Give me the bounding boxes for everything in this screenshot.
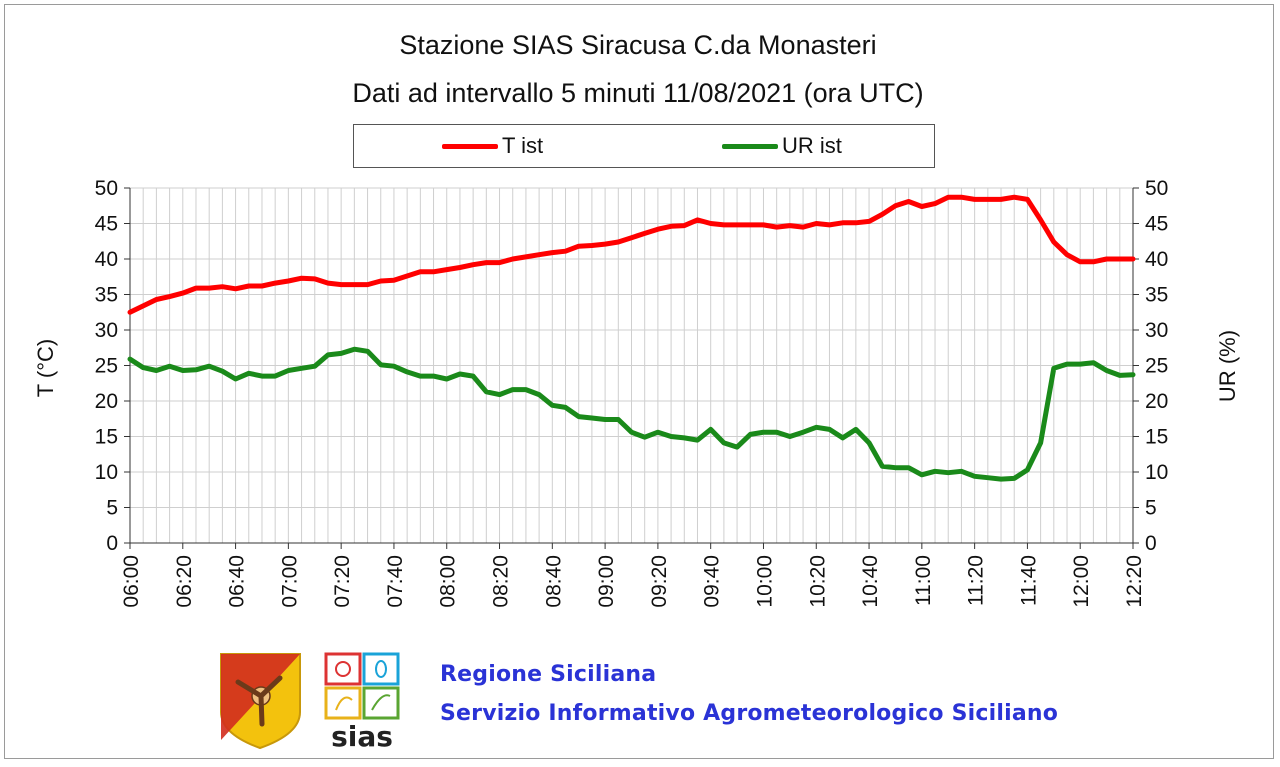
x-tick-label: 08:00 <box>437 555 460 608</box>
y-axis-title-right: UR (%) <box>1215 329 1240 403</box>
x-tick-label: 09:40 <box>701 555 724 608</box>
sicily-coat-of-arms-logo <box>220 653 301 750</box>
y-tick-label-left: 40 <box>95 248 118 271</box>
x-tick-label: 08:40 <box>542 555 565 608</box>
x-tick-label: 11:00 <box>912 555 935 606</box>
x-tick-label: 09:20 <box>648 555 671 608</box>
y-tick-label-right: 45 <box>1145 213 1168 236</box>
x-tick-label: 11:20 <box>965 555 988 606</box>
x-tick-label: 06:40 <box>226 555 249 608</box>
y-tick-label-left: 5 <box>106 497 118 520</box>
org-name: Regione Siciliana <box>440 662 657 687</box>
x-tick-label: 10:20 <box>806 555 829 608</box>
y-tick-label-left: 45 <box>95 213 118 236</box>
y-tick-label-left: 0 <box>106 532 118 555</box>
y-tick-label-right: 50 <box>1145 177 1168 200</box>
y-tick-label-left: 35 <box>95 284 118 307</box>
legend-item-t-ist: T ist <box>442 125 543 167</box>
x-tick-label: 06:20 <box>173 555 196 608</box>
x-tick-label: 07:20 <box>331 555 354 608</box>
y-tick-label-left: 30 <box>95 319 118 342</box>
y-tick-label-right: 30 <box>1145 319 1168 342</box>
sias-logo-text: sias <box>331 720 393 750</box>
y-axis-title-left: T (°C) <box>33 338 58 398</box>
y-tick-label-left: 25 <box>95 355 118 378</box>
y-tick-label-left: 50 <box>95 177 118 200</box>
legend: T ist UR ist <box>353 124 935 168</box>
legend-label-ur-ist: UR ist <box>782 133 842 158</box>
x-tick-label: 08:20 <box>490 555 513 608</box>
org-service-name: Servizio Informativo Agrometeorologico S… <box>440 701 1059 726</box>
y-tick-label-right: 20 <box>1145 390 1168 413</box>
x-tick-label: 07:40 <box>384 555 407 608</box>
legend-swatch-ur-ist <box>722 143 778 149</box>
y-tick-label-left: 10 <box>95 461 118 484</box>
series-line-ur-ist <box>127 346 1136 482</box>
x-tick-label: 11:40 <box>1017 555 1040 606</box>
legend-label-t-ist: T ist <box>502 133 544 158</box>
legend-item-ur-ist: UR ist <box>722 125 842 167</box>
logos: sias <box>220 652 400 750</box>
y-tick-label-right: 0 <box>1145 532 1157 555</box>
x-tick-label: 12:20 <box>1123 555 1146 608</box>
legend-swatch-t-ist <box>442 143 498 149</box>
x-tick-label: 12:00 <box>1070 555 1093 608</box>
y-tick-label-right: 15 <box>1145 426 1168 449</box>
x-tick-label: 09:00 <box>595 555 618 608</box>
y-tick-label-left: 20 <box>95 390 118 413</box>
y-tick-label-right: 5 <box>1145 497 1157 520</box>
y-tick-label-right: 35 <box>1145 284 1168 307</box>
x-tick-label: 06:00 <box>120 555 143 608</box>
y-tick-label-right: 25 <box>1145 355 1168 378</box>
chart-subtitle: Dati ad intervallo 5 minuti 11/08/2021 (… <box>352 78 924 108</box>
y-tick-label-left: 15 <box>95 426 118 449</box>
x-tick-label: 10:40 <box>859 555 882 608</box>
chart-title: Stazione SIAS Siracusa C.da Monasteri <box>399 30 877 60</box>
x-tick-label: 07:00 <box>278 555 301 608</box>
x-tick-label: 10:00 <box>753 555 776 608</box>
series-line-t-ist <box>127 194 1136 315</box>
y-tick-label-right: 10 <box>1145 461 1168 484</box>
sias-logo: sias <box>324 652 400 750</box>
y-tick-label-right: 40 <box>1145 248 1168 271</box>
